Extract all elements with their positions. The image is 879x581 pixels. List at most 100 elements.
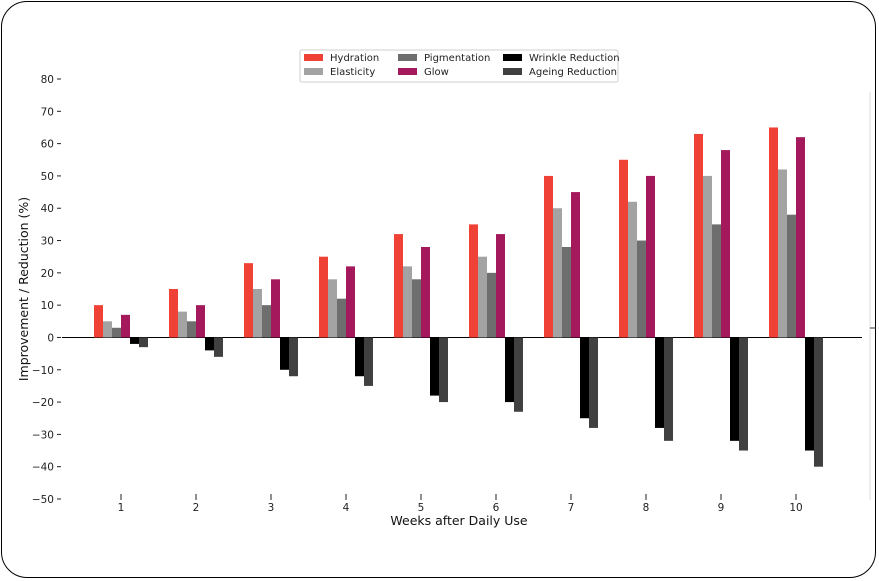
bar-pigmentation-week-10 <box>787 214 796 338</box>
bar-glow-week-1 <box>121 314 130 338</box>
bars-group <box>94 127 823 467</box>
bar-elasticity-week-2 <box>178 311 187 338</box>
bar-wrinkle-reduction-week-4 <box>355 337 364 377</box>
bar-wrinkle-reduction-week-6 <box>505 337 514 403</box>
legend-label-glow: Glow <box>424 67 449 78</box>
bar-elasticity-week-9 <box>703 175 712 338</box>
bar-elasticity-week-6 <box>478 256 487 338</box>
bar-ageing-reduction-week-3 <box>289 337 298 377</box>
bar-elasticity-week-1 <box>103 321 112 338</box>
bar-wrinkle-reduction-week-8 <box>655 337 664 428</box>
bar-glow-week-4 <box>346 266 355 338</box>
y-tick-label: 60 <box>41 139 54 151</box>
x-tick-label: 4 <box>343 502 350 514</box>
bar-wrinkle-reduction-week-7 <box>580 337 589 419</box>
legend-items: Hydration Elasticity Pigmentation Glow Wrink… <box>304 53 620 78</box>
bar-elasticity-week-10 <box>778 169 787 338</box>
bar-glow-week-2 <box>196 305 205 338</box>
y-tick-label: 50 <box>41 171 54 183</box>
y-tick-label: −50 <box>32 494 54 506</box>
bar-ageing-reduction-week-4 <box>364 337 373 386</box>
legend-label-wrinkle-reduction: Wrinkle Reduction <box>529 53 620 64</box>
bar-glow-week-10 <box>796 137 805 338</box>
legend-swatch-glow <box>398 68 417 75</box>
y-tick-label: −40 <box>32 462 54 474</box>
bar-elasticity-week-7 <box>553 208 562 338</box>
y-tick-label: 10 <box>41 300 54 312</box>
bar-hydration-week-9 <box>694 133 703 338</box>
bar-hydration-week-10 <box>769 127 778 338</box>
bar-glow-week-7 <box>571 192 580 338</box>
bar-pigmentation-week-4 <box>337 298 346 338</box>
bar-elasticity-week-4 <box>328 279 337 338</box>
bar-wrinkle-reduction-week-1 <box>130 337 139 344</box>
bar-elasticity-week-8 <box>628 201 637 338</box>
bar-wrinkle-reduction-week-3 <box>280 337 289 370</box>
x-tick-label: 7 <box>568 502 575 514</box>
x-axis-title: Weeks after Daily Use <box>390 513 528 528</box>
x-tick-label: 3 <box>268 502 275 514</box>
x-tick-label: 8 <box>643 502 650 514</box>
bar-glow-week-9 <box>721 150 730 338</box>
bar-glow-week-6 <box>496 234 505 338</box>
y-tick-label: −10 <box>32 365 54 377</box>
bar-hydration-week-7 <box>544 175 553 338</box>
y-axis-title: Improvement / Reduction (%) <box>16 197 31 381</box>
legend-swatch-elasticity <box>304 68 323 75</box>
legend-swatch-hydration <box>304 54 323 61</box>
bar-hydration-week-4 <box>319 256 328 338</box>
x-tick-label: 9 <box>718 502 725 514</box>
bar-ageing-reduction-week-6 <box>514 337 523 412</box>
bar-wrinkle-reduction-week-2 <box>205 337 214 351</box>
bar-hydration-week-8 <box>619 159 628 338</box>
bar-hydration-week-2 <box>169 289 178 338</box>
x-tick-label: 10 <box>789 502 802 514</box>
legend-swatch-ageing-reduction <box>503 68 522 75</box>
y-ticks-group: 80 70 60 50 40 30 20 10 0 −10 −20 −30 −40 −50 <box>32 74 61 506</box>
bar-pigmentation-week-8 <box>637 240 646 338</box>
bar-ageing-reduction-week-5 <box>439 337 448 403</box>
y-tick-label: 80 <box>41 74 54 86</box>
bar-pigmentation-week-5 <box>412 279 421 338</box>
bar-hydration-week-5 <box>394 234 403 338</box>
bar-pigmentation-week-7 <box>562 247 571 338</box>
x-ticks-group: 1 2 3 4 5 6 7 8 9 10 <box>118 494 803 514</box>
y-tick-label: 20 <box>41 268 54 280</box>
bar-wrinkle-reduction-week-9 <box>730 337 739 441</box>
bar-elasticity-week-5 <box>403 266 412 338</box>
y-tick-label: −20 <box>32 397 54 409</box>
legend-box <box>299 49 619 83</box>
legend-label-hydration: Hydration <box>330 53 379 64</box>
legend-label-ageing-reduction: Ageing Reduction <box>529 67 617 78</box>
legend: Hydration Elasticity Pigmentation Glow Wrink… <box>299 49 620 83</box>
bar-glow-week-3 <box>271 279 280 338</box>
bar-ageing-reduction-week-8 <box>664 337 673 441</box>
bar-wrinkle-reduction-week-5 <box>430 337 439 396</box>
bar-pigmentation-week-9 <box>712 224 721 338</box>
bar-ageing-reduction-week-10 <box>814 337 823 467</box>
bar-elasticity-week-3 <box>253 289 262 338</box>
bar-ageing-reduction-week-1 <box>139 337 148 348</box>
y-tick-label: 70 <box>41 106 54 118</box>
bar-pigmentation-week-2 <box>187 321 196 338</box>
y-tick-label: 30 <box>41 236 54 248</box>
legend-swatch-wrinkle-reduction <box>503 54 522 61</box>
bar-ageing-reduction-week-2 <box>214 337 223 357</box>
y-tick-label: 40 <box>41 203 54 215</box>
y-tick-label: 0 <box>47 332 54 344</box>
x-tick-label: 6 <box>493 502 500 514</box>
x-tick-label: 5 <box>418 502 425 514</box>
bar-hydration-week-1 <box>94 305 103 338</box>
bar-ageing-reduction-week-7 <box>589 337 598 428</box>
bar-glow-week-5 <box>421 247 430 338</box>
bar-pigmentation-week-3 <box>262 305 271 338</box>
x-tick-label: 2 <box>193 502 200 514</box>
bar-hydration-week-3 <box>244 263 253 338</box>
legend-label-elasticity: Elasticity <box>330 67 375 78</box>
legend-swatch-pigmentation <box>398 54 417 61</box>
legend-label-pigmentation: Pigmentation <box>424 53 490 64</box>
bar-wrinkle-reduction-week-10 <box>805 337 814 451</box>
bar-pigmentation-week-1 <box>112 327 121 338</box>
